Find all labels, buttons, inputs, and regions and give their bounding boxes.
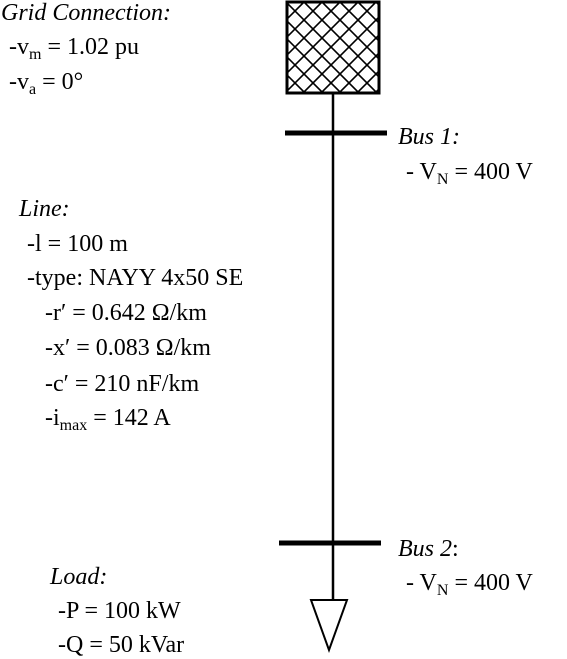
external-grid-symbol [285,0,381,95]
line-max-current: -imax = 142 A [45,405,171,434]
line-resistance: -r′ = 0.642 Ω/km [45,300,207,326]
grid-va: -va = 0° [9,69,84,98]
load-title: Load: [50,564,108,590]
load-reactive-power: -Q = 50 kVar [58,632,185,658]
grid-vm: -vm = 1.02 pu [9,34,139,63]
line-title: Line: [19,196,70,222]
bus-2-voltage: - VN = 400 V [406,570,533,599]
line-reactance: -x′ = 0.083 Ω/km [45,335,211,361]
line-length: -l = 100 m [27,231,128,257]
grid-title: Grid Connection: [1,0,171,26]
bus-1-title: Bus 1: [398,124,460,150]
load-active-power: -P = 100 kW [58,598,181,624]
bus-2-title: Bus 2: [398,536,459,562]
line-type: -type: NAYY 4x50 SE [27,265,244,291]
load-symbol [309,599,349,653]
line-capacitance: -c′ = 210 nF/km [45,371,200,397]
bus-1-voltage: - VN = 400 V [406,159,533,188]
